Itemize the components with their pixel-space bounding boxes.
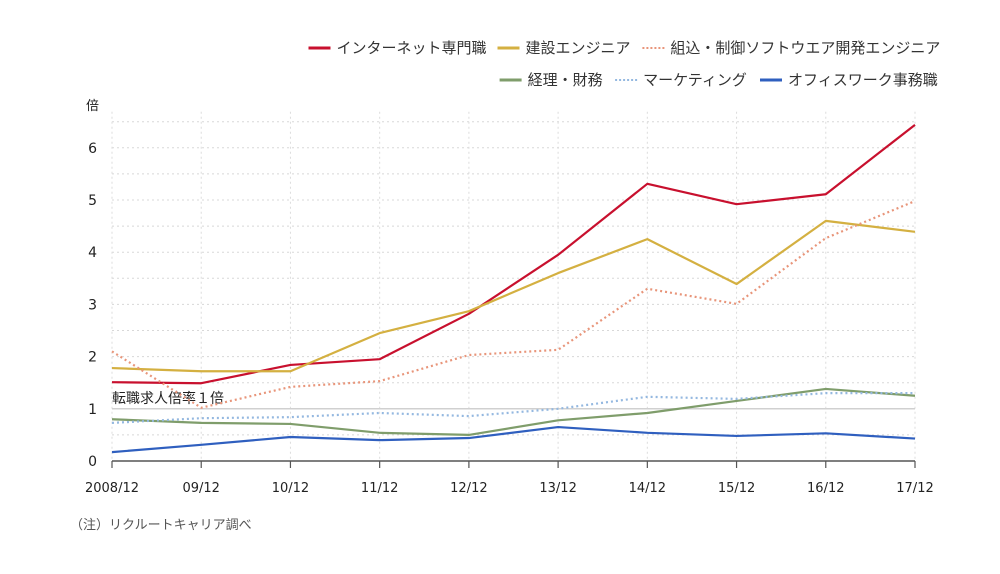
x-tick-label: 12/12 xyxy=(450,481,487,496)
y-tick-label: 2 xyxy=(88,350,97,366)
legend-item: 経理・財務 xyxy=(499,71,603,89)
legend-item: 建設エンジニア xyxy=(497,39,631,57)
series-line-1 xyxy=(111,219,916,373)
y-tick-label: 3 xyxy=(88,297,97,313)
series-group xyxy=(111,123,916,454)
grid xyxy=(111,111,916,461)
series-line-5 xyxy=(111,425,916,454)
y-tick-label: 4 xyxy=(88,245,97,261)
x-tick-label: 2008/12 xyxy=(85,481,139,496)
source-note: （注）リクルートキャリア調べ xyxy=(70,518,252,533)
reference-line-label: 転職求人倍率１倍 xyxy=(112,390,224,407)
legend-label: マーケティング xyxy=(643,71,747,89)
legend-item: 組込・制御ソフトウエア開発エンジニア xyxy=(642,39,940,57)
series-line-2 xyxy=(111,200,916,409)
y-tick-label: 1 xyxy=(88,402,97,418)
x-tick-label: 17/12 xyxy=(896,481,933,496)
x-tick-label: 10/12 xyxy=(272,481,309,496)
x-tick-label: 13/12 xyxy=(539,481,576,496)
legend-label: 建設エンジニア xyxy=(526,39,631,57)
legend: インターネット専門職 建設エンジニア 組込・制御ソフトウエア開発エンジニア経理・財務… xyxy=(308,39,940,89)
legend-label: オフィスワーク事務職 xyxy=(788,71,938,89)
x-tick-label: 15/12 xyxy=(718,481,755,496)
axes: 2008/12 09/12 10/12 11/12 12/12 13/12 14/12 15/… xyxy=(85,141,934,496)
y-tick-label: 5 xyxy=(88,193,97,209)
legend-label: 経理・財務 xyxy=(528,71,603,89)
y-tick-label: 6 xyxy=(88,141,97,157)
x-tick-label: 11/12 xyxy=(361,481,398,496)
legend-label: インターネット専門職 xyxy=(337,39,487,57)
x-tick-label: 16/12 xyxy=(807,481,844,496)
x-tick-label: 14/12 xyxy=(629,481,666,496)
legend-item: マーケティング xyxy=(615,71,747,89)
series-line-0 xyxy=(111,123,916,385)
legend-item: インターネット専門職 xyxy=(308,39,487,57)
legend-label: 組込・制御ソフトウエア開発エンジニア xyxy=(670,39,940,57)
x-tick-label: 09/12 xyxy=(182,481,219,496)
y-axis-label: 倍 xyxy=(86,99,99,114)
legend-item: オフィスワーク事務職 xyxy=(760,71,938,89)
series-line-4 xyxy=(111,392,915,424)
y-tick-label: 0 xyxy=(88,454,97,470)
